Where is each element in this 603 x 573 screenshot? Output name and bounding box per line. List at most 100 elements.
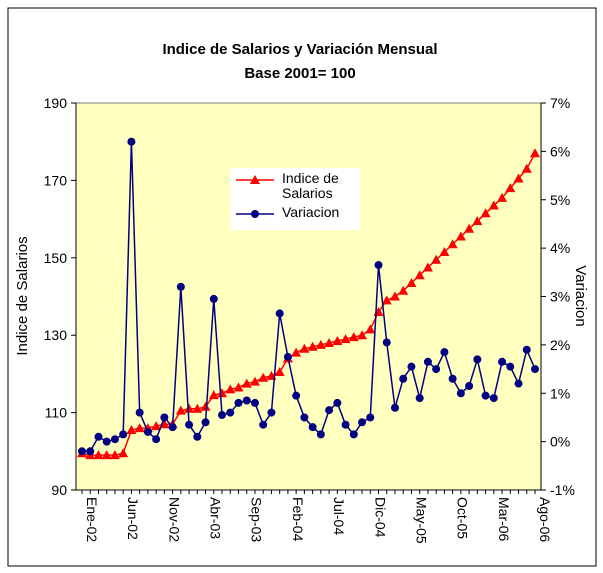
y-tick-label: 190 <box>44 95 68 111</box>
data-point <box>473 355 482 364</box>
x-tick-label: Jul-04 <box>331 497 347 535</box>
data-point <box>456 389 465 398</box>
data-point <box>274 366 285 376</box>
y2-tick-label: 1% <box>550 385 570 401</box>
data-point <box>480 208 491 218</box>
y-tick-label: 110 <box>45 405 68 421</box>
data-point <box>333 398 342 407</box>
data-point <box>258 372 269 382</box>
data-point <box>406 277 417 287</box>
data-point <box>414 270 425 280</box>
data-point <box>300 413 309 422</box>
data-point <box>86 447 95 456</box>
data-point <box>390 403 399 412</box>
data-point <box>126 425 137 435</box>
data-point <box>497 192 508 202</box>
data-point <box>415 394 424 403</box>
y2-tick-label: 6% <box>550 143 570 159</box>
data-point <box>93 450 104 460</box>
data-point <box>325 406 334 415</box>
data-point <box>152 435 161 444</box>
data-point <box>250 398 259 407</box>
data-point <box>176 282 185 291</box>
chart-subtitle: Base 2001= 100 <box>244 65 355 82</box>
data-point <box>513 173 524 183</box>
data-point <box>184 403 195 413</box>
data-point <box>481 391 490 400</box>
data-point <box>440 348 449 357</box>
data-point <box>530 148 540 158</box>
data-point <box>472 216 483 226</box>
data-point <box>357 330 368 340</box>
y2-tick-label: -1% <box>550 482 575 498</box>
data-point <box>374 261 383 270</box>
data-point <box>249 376 260 386</box>
x-tick-label: Oct-05 <box>455 497 471 539</box>
chart-title: Indice de Salarios y Variación Mensual <box>162 41 437 58</box>
data-point <box>241 378 252 388</box>
data-point <box>514 379 523 388</box>
data-point <box>234 398 243 407</box>
data-point <box>200 401 211 411</box>
data-point <box>506 362 515 371</box>
x-tick-label: Sep-03 <box>249 497 265 542</box>
y2-tick-label: 5% <box>550 192 570 208</box>
data-point <box>225 384 236 394</box>
data-point <box>94 432 103 441</box>
data-point <box>432 365 441 374</box>
data-point <box>185 420 194 429</box>
data-point <box>192 403 203 413</box>
data-point <box>349 430 358 439</box>
y2-tick-label: 4% <box>550 240 570 256</box>
y2-tick-label: 7% <box>550 95 570 111</box>
data-point <box>127 137 136 146</box>
data-point <box>307 341 318 351</box>
x-tick-label: Dic-04 <box>372 497 388 538</box>
data-point <box>488 200 499 210</box>
data-point <box>283 352 292 361</box>
data-point <box>464 223 475 233</box>
data-point <box>399 374 408 383</box>
data-point <box>119 430 128 439</box>
y2-tick-label: 3% <box>550 289 570 305</box>
data-point <box>218 411 227 420</box>
data-point <box>275 309 284 318</box>
data-point <box>292 391 301 400</box>
data-point <box>135 408 144 417</box>
data-point <box>407 362 416 371</box>
data-point <box>366 413 375 422</box>
data-point <box>168 423 177 432</box>
data-point <box>341 420 350 429</box>
data-point <box>101 450 112 460</box>
x-tick-label: Jun-02 <box>125 497 141 540</box>
data-point <box>209 294 218 303</box>
data-point <box>498 357 507 366</box>
data-point <box>315 339 326 349</box>
data-point <box>365 324 376 334</box>
y-axis-title: Indice de Salarios <box>14 236 31 355</box>
data-point <box>439 246 450 256</box>
data-point <box>340 334 351 344</box>
data-point <box>226 408 235 417</box>
data-point <box>233 382 244 392</box>
data-point <box>217 388 228 398</box>
data-point <box>308 423 317 432</box>
data-point <box>531 365 539 374</box>
x-tick-label: Mar-06 <box>496 497 512 542</box>
x-tick-label: Ene-02 <box>84 497 100 542</box>
data-point <box>134 423 145 433</box>
legend-label: Variacion <box>282 204 340 220</box>
data-point <box>267 408 276 417</box>
legend-label: Indice de Salarios <box>282 170 339 201</box>
data-point <box>348 332 359 342</box>
data-point <box>465 381 474 390</box>
y2-axis-title: Variacion <box>572 265 589 326</box>
data-point <box>431 254 442 264</box>
data-point <box>242 396 251 405</box>
legend-marker <box>250 175 260 184</box>
data-point <box>398 285 409 295</box>
data-point <box>143 427 152 436</box>
x-tick-label: Nov-02 <box>166 497 182 542</box>
